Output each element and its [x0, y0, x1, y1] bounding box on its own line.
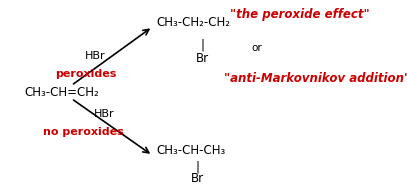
Text: CH₃-CH=CH₂: CH₃-CH=CH₂ [24, 86, 99, 98]
Text: Br: Br [191, 172, 204, 184]
Text: |: | [195, 160, 199, 173]
Text: CH₃-CH₂-CH₂: CH₃-CH₂-CH₂ [157, 16, 231, 29]
Text: HBr: HBr [94, 109, 114, 119]
Text: no peroxides: no peroxides [43, 127, 124, 137]
Text: Br: Br [196, 52, 209, 65]
Text: "anti-Markovnikov addition": "anti-Markovnikov addition" [224, 72, 407, 85]
Text: CH₃-CH-CH₃: CH₃-CH-CH₃ [157, 144, 226, 157]
Text: |: | [200, 39, 204, 52]
Text: or: or [251, 43, 262, 53]
Text: "the peroxide effect": "the peroxide effect" [230, 8, 370, 21]
Text: peroxides: peroxides [55, 69, 116, 79]
Text: HBr: HBr [85, 51, 106, 61]
